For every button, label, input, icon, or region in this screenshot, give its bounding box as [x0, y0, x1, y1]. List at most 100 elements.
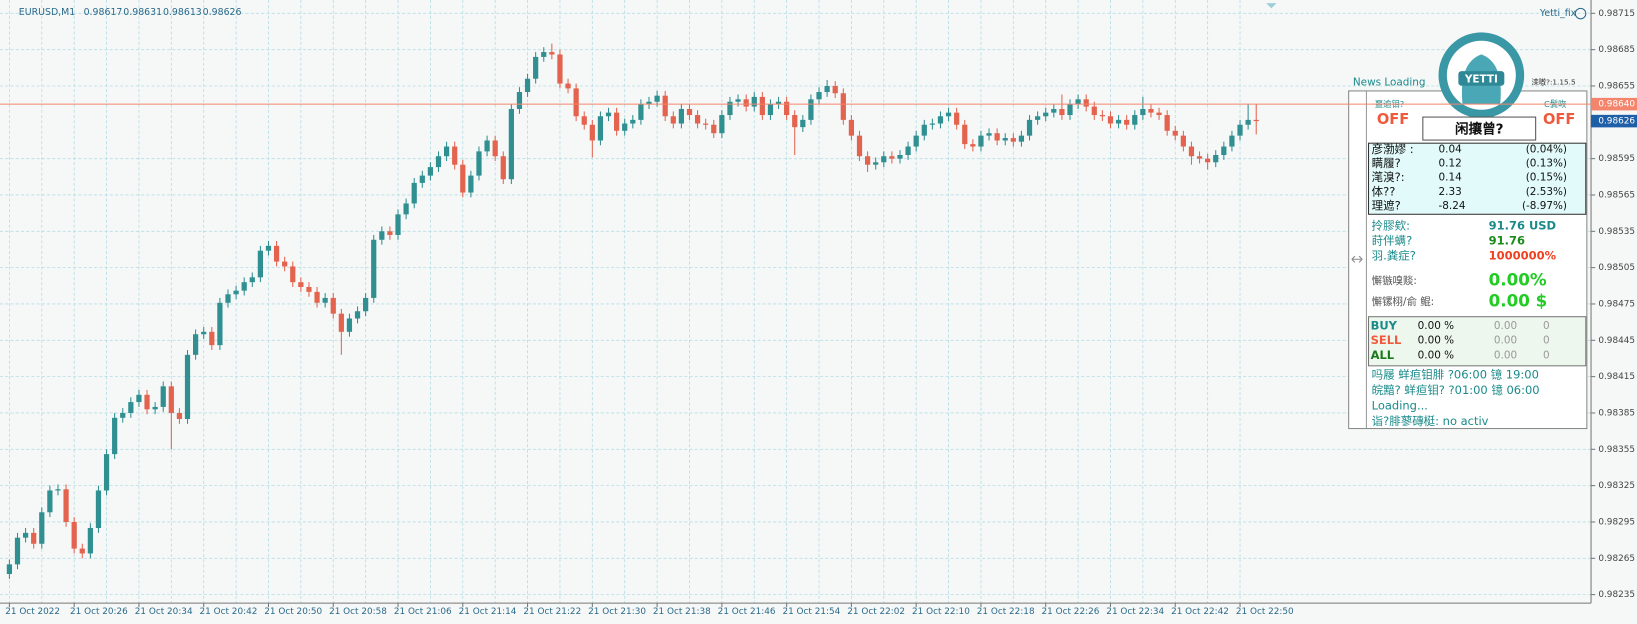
candle-body: [241, 282, 247, 291]
stat-value: -8.24: [1439, 200, 1466, 212]
stat-label: 瞒履?: [1372, 156, 1401, 170]
note: 皖黯? 蛘疸钼? ?01:00 镱 06:00: [1372, 383, 1540, 397]
candle-body: [338, 313, 344, 332]
candle-body: [549, 52, 555, 55]
x-tick-label: 21 Oct 22:02: [847, 607, 905, 617]
candle-body: [541, 52, 547, 57]
account-label: 莳伴螨?: [1372, 233, 1413, 247]
x-tick-label: 21 Oct 21:46: [718, 607, 776, 617]
candle-body: [152, 406, 158, 410]
candle-body: [573, 88, 579, 117]
candle-body: [1164, 115, 1170, 131]
candle-body: [630, 119, 636, 124]
logo-text: YETTI: [1464, 73, 1498, 85]
expert-icon[interactable]: [1574, 7, 1587, 20]
position-value: 0.00: [1494, 349, 1517, 361]
candle-body: [662, 95, 668, 117]
candle-body: [533, 56, 539, 79]
news-status: News Loading: [1353, 77, 1426, 89]
note: Loading...: [1372, 398, 1428, 412]
stat-percent: (0.13%): [1526, 158, 1567, 170]
candle-body: [476, 151, 482, 176]
candle-body: [427, 167, 434, 176]
x-tick-label: 21 Oct 22:18: [977, 607, 1035, 617]
position-side: ALL: [1371, 348, 1395, 362]
candle-body: [1115, 119, 1122, 124]
candle-body: [484, 140, 490, 152]
candle-body: [897, 155, 903, 159]
collapse-arrow[interactable]: [1351, 255, 1363, 263]
stat-percent: (0.15%): [1526, 172, 1567, 184]
level-label-bg: [1591, 97, 1637, 111]
x-tick-label: 21 Oct 21:54: [782, 607, 840, 617]
candle-body: [1213, 155, 1219, 163]
candle-body: [816, 92, 822, 100]
left-state[interactable]: OFF: [1377, 111, 1409, 128]
right-state[interactable]: OFF: [1543, 111, 1575, 128]
candle-body: [282, 261, 288, 267]
candle-body: [55, 489, 61, 491]
candle-body: [1099, 115, 1106, 117]
candle-body: [889, 156, 895, 159]
candle-body: [22, 532, 29, 538]
candle-body: [1140, 108, 1146, 116]
candle-body: [808, 99, 814, 120]
candle-body: [694, 115, 701, 124]
position-percent: 0.00 %: [1418, 335, 1455, 347]
candle-body: [1002, 138, 1008, 141]
x-tick-label: 21 Oct 2022: [5, 607, 60, 617]
candle-body: [1132, 115, 1138, 125]
candle-body: [678, 108, 684, 124]
x-tick-label: 21 Oct 20:50: [264, 607, 322, 617]
candle-body: [63, 489, 69, 522]
y-tick-label: 0.98505: [1598, 263, 1635, 273]
stat-value: 0.12: [1439, 158, 1462, 170]
note: 吗屦 蛘疸钼腓 ?06:00 镱 19:00: [1372, 368, 1539, 382]
x-tick-label: 21 Oct 22:50: [1236, 607, 1294, 617]
position-value: 0.00: [1494, 335, 1517, 347]
x-tick-label: 21 Oct 20:26: [70, 607, 128, 617]
stat-percent: (0.04%): [1526, 143, 1567, 155]
candle-body: [986, 133, 992, 136]
position-side: BUY: [1371, 319, 1398, 333]
symbol: EURUSD,M1: [19, 7, 75, 18]
candle-body: [500, 156, 506, 180]
candle-body: [921, 124, 927, 136]
title-box: [1422, 116, 1537, 141]
candle-body: [79, 548, 85, 554]
candle-body: [71, 521, 77, 549]
candle-body: [970, 144, 976, 147]
position-count: 0: [1543, 349, 1550, 361]
candle-body: [209, 331, 215, 346]
candle-body: [403, 203, 409, 215]
candle-body: [144, 394, 150, 410]
candle-body: [1107, 116, 1114, 124]
candle-body: [160, 386, 166, 407]
y-tick-label: 0.98715: [1598, 9, 1635, 19]
candle-body: [330, 297, 336, 314]
candle-body: [6, 564, 13, 575]
candle-body: [354, 311, 361, 319]
candle-body: [1067, 104, 1073, 116]
candle-body: [978, 135, 984, 147]
candle-body: [306, 287, 312, 292]
candle-body: [1083, 99, 1089, 107]
candle-body: [654, 95, 660, 102]
candle-body: [670, 116, 676, 124]
expert-name: Yetti_fix: [1539, 8, 1577, 19]
candle-body: [1010, 138, 1016, 142]
candle-body: [962, 124, 968, 145]
candle-body: [945, 112, 952, 117]
x-tick-label: 21 Oct 22:34: [1106, 607, 1164, 617]
positions-box: [1367, 316, 1587, 367]
x-tick-label: 21 Oct 20:58: [329, 607, 387, 617]
header-value: 0.98631: [123, 7, 162, 18]
candle-body: [703, 123, 709, 125]
account-value: 91.76: [1489, 233, 1525, 247]
candle-body: [314, 291, 320, 303]
candle-body: [840, 93, 846, 120]
candle-body: [848, 119, 855, 136]
x-tick-label: 21 Oct 20:34: [135, 607, 193, 617]
logo-band: [1458, 71, 1505, 86]
